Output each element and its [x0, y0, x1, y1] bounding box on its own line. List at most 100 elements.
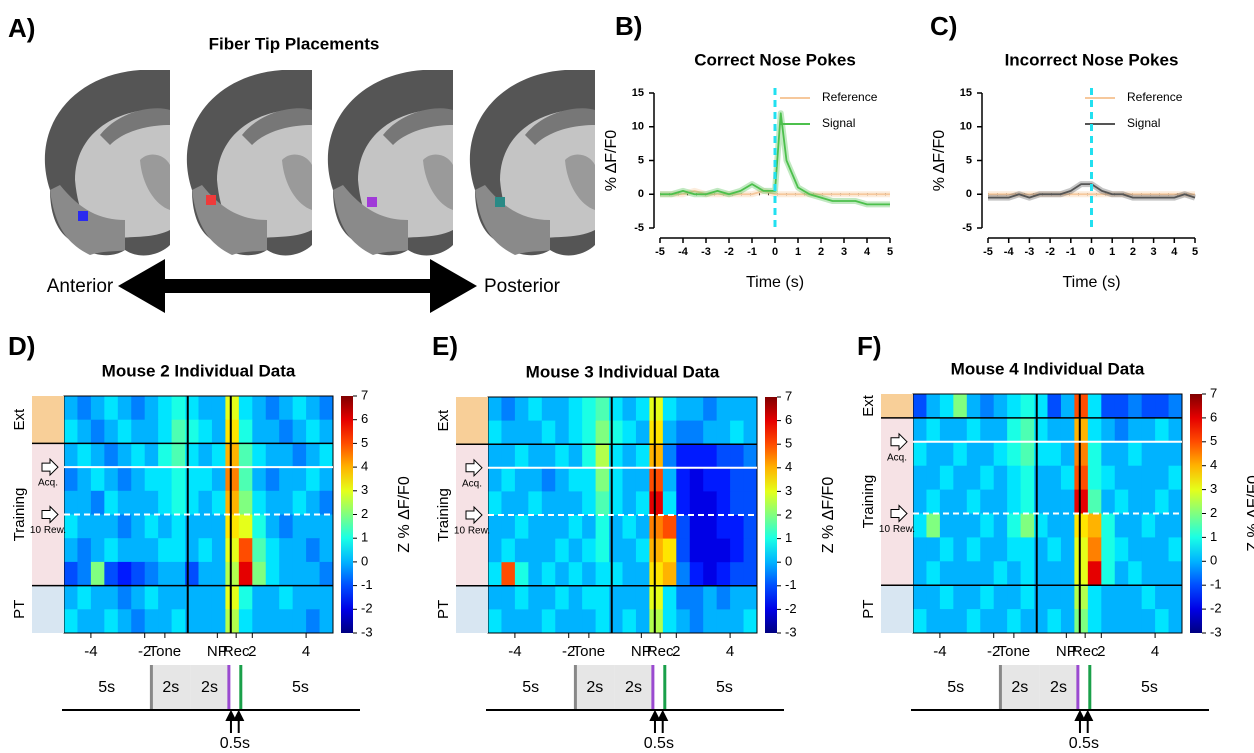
- heat-cell: [1021, 537, 1035, 561]
- x-tick-label: -4: [84, 643, 97, 660]
- heat-cell: [940, 537, 954, 561]
- heat-cell: [953, 609, 967, 633]
- heat-cell: [703, 421, 717, 445]
- heat-cell: [1115, 490, 1129, 514]
- heat-cell: [582, 609, 596, 633]
- heat-cell: [77, 515, 91, 539]
- heat-cell: [953, 394, 967, 418]
- heat-cell: [1088, 514, 1102, 538]
- heat-cell: [1007, 585, 1021, 609]
- heat-cell: [1088, 466, 1102, 490]
- heat-cell: [158, 515, 172, 539]
- row-group-label: Ext: [435, 409, 452, 432]
- heat-cell: [1169, 561, 1183, 585]
- colorbar-tick-label: -3: [1210, 624, 1222, 639]
- heat-cell: [118, 586, 132, 610]
- colorbar: [1190, 394, 1202, 633]
- heat-cell: [104, 609, 118, 633]
- heat-cell: [266, 491, 280, 515]
- heat-cell: [744, 468, 758, 492]
- heat-cell: [730, 491, 744, 515]
- heat-cell: [967, 514, 981, 538]
- heat-cell: [649, 468, 663, 492]
- heat-cell: [744, 609, 758, 633]
- heat-cell: [225, 491, 239, 515]
- heat-cell: [967, 561, 981, 585]
- colorbar-tick-label: 4: [785, 459, 792, 474]
- heat-cell: [266, 420, 280, 444]
- delay-label: 0.5s: [220, 735, 250, 752]
- heat-cell: [528, 562, 542, 586]
- heat-cell: [744, 562, 758, 586]
- chart-title: Correct Nose Pokes: [694, 50, 856, 69]
- fiber-tip: [495, 197, 505, 207]
- heat-cell: [306, 586, 320, 610]
- colorbar-tick-label: 1: [361, 530, 368, 545]
- heat-cell: [636, 562, 650, 586]
- heat-cell: [569, 539, 583, 563]
- heat-cell: [596, 444, 610, 468]
- heat-cell: [1048, 394, 1062, 418]
- heat-cell: [663, 609, 677, 633]
- heat-cell: [649, 397, 663, 421]
- heat-cell: [104, 586, 118, 610]
- colorbar-tick-label: 2: [361, 506, 368, 521]
- heat-cell: [91, 562, 105, 586]
- heat-cell: [596, 515, 610, 539]
- heat-cell: [1101, 442, 1115, 466]
- heat-cell: [515, 515, 529, 539]
- heat-cell: [91, 609, 105, 633]
- heat-cell: [145, 396, 159, 420]
- x-tick-label: Rec: [1072, 643, 1099, 660]
- legend-label: Reference: [1127, 90, 1183, 104]
- heat-cell: [744, 539, 758, 563]
- colorbar-tick-label: -1: [1210, 577, 1222, 592]
- heat-cell: [488, 515, 502, 539]
- delay-arrow: [1084, 712, 1092, 733]
- heat-cell: [77, 467, 91, 491]
- heat-cell: [730, 562, 744, 586]
- delay-arrow: [1076, 712, 1084, 733]
- heat-cell: [1007, 394, 1021, 418]
- heat-cell: [199, 396, 213, 420]
- heat-cell: [293, 538, 307, 562]
- heat-cell: [145, 538, 159, 562]
- x-tick-label: Tone: [149, 643, 182, 660]
- heat-cell: [542, 421, 556, 445]
- heat-cell: [596, 421, 610, 445]
- heat-cell: [1021, 514, 1035, 538]
- heat-cell: [488, 562, 502, 586]
- heat-cell: [199, 586, 213, 610]
- heat-cell: [582, 397, 596, 421]
- panel-label: A): [8, 13, 35, 43]
- heat-cell: [77, 609, 91, 633]
- heat-cell: [1074, 561, 1088, 585]
- colorbar-tick-label: 1: [785, 530, 792, 545]
- heat-cell: [623, 491, 637, 515]
- heat-cell: [77, 538, 91, 562]
- timeline-segment: 2s: [625, 679, 642, 696]
- heat-cell: [77, 491, 91, 515]
- heat-cell: [225, 420, 239, 444]
- heat-cell: [239, 467, 253, 491]
- heat-cell: [1021, 490, 1035, 514]
- heat-cell: [1021, 585, 1035, 609]
- heat-cell: [172, 609, 186, 633]
- x-tick-label: -1: [747, 246, 757, 258]
- x-tick-label: -1: [1066, 246, 1076, 258]
- x-tick-label: 4: [1151, 643, 1159, 660]
- heat-cell: [488, 586, 502, 610]
- heat-cell: [77, 443, 91, 467]
- heat-cell: [1061, 514, 1075, 538]
- heat-cell: [104, 443, 118, 467]
- heat-cell: [940, 490, 954, 514]
- heat-cell: [225, 562, 239, 586]
- heat-cell: [501, 468, 515, 492]
- heat-cell: [1155, 418, 1169, 442]
- heat-cell: [676, 539, 690, 563]
- heat-cell: [145, 420, 159, 444]
- x-tick-label: 3: [841, 246, 847, 258]
- heat-cell: [1155, 609, 1169, 633]
- heat-cell: [1128, 514, 1142, 538]
- y-tick-label: 0: [966, 188, 972, 200]
